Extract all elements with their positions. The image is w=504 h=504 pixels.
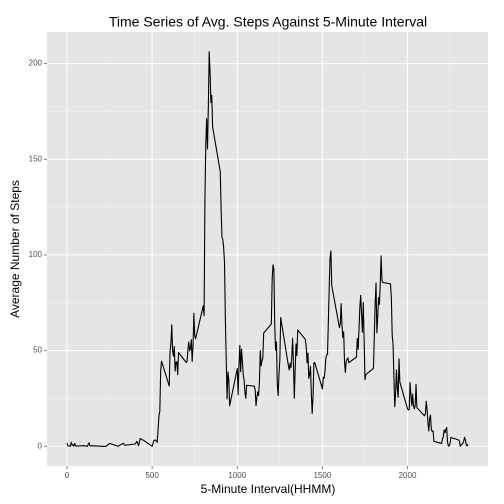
y-tick-label: 200 [29,59,43,68]
y-tick-label: 50 [33,346,42,355]
y-tick-label: 0 [38,441,43,450]
x-tick-label: 1000 [228,471,246,480]
series-line [66,51,469,447]
y-axis-title: Average Number of Steps [8,180,22,318]
x-tick-label: 1500 [314,471,332,480]
x-tick-label: 2000 [399,471,417,480]
y-tick-label: 150 [29,154,43,163]
x-tick-label: 0 [65,471,70,480]
panel-background [47,32,488,466]
y-tick-label: 100 [29,250,43,259]
chart-title: Time Series of Avg. Steps Against 5-Minu… [109,14,427,30]
x-axis-title: 5-Minute Interval(HHMM) [201,482,336,496]
x-tick-label: 500 [145,471,159,480]
